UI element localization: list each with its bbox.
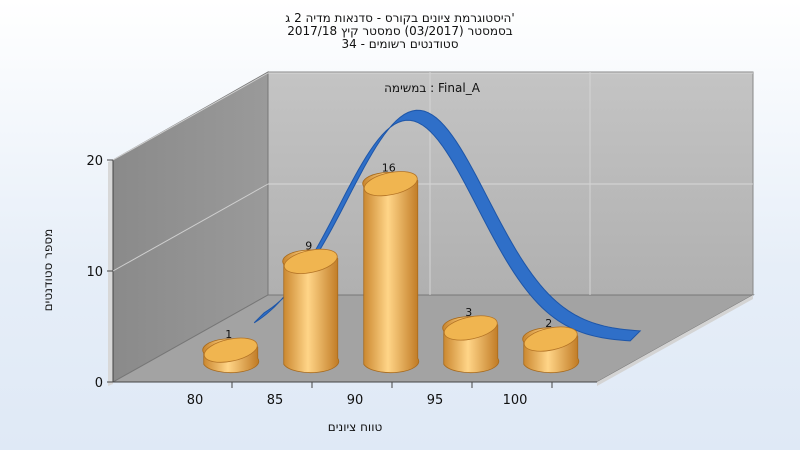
- distribution-curve: [253, 109, 642, 342]
- gridline: [112, 183, 269, 272]
- bar-body: [362, 171, 420, 374]
- x-tick-label: 80: [187, 393, 204, 408]
- gridline: [112, 72, 269, 161]
- y-tick-label: 0: [95, 376, 103, 391]
- bar-top: [283, 248, 338, 274]
- bar-top: [203, 337, 258, 363]
- bar-85: 9: [282, 239, 340, 374]
- bar-80: 1: [202, 328, 260, 374]
- x-axis-ticks: 80 85 90 95 100: [187, 382, 553, 408]
- y-tick-label: 10: [86, 265, 103, 280]
- bar-top: [523, 326, 578, 352]
- title-line-3: סטודנטים רשומים - 34: [341, 37, 458, 51]
- x-tick-label: 100: [503, 393, 528, 408]
- data-label: 16: [382, 162, 396, 175]
- title-line-2: בסמסטר (03/2017) סמסטר קיץ 2017/18: [287, 24, 513, 38]
- curve-ribbon: [253, 109, 642, 342]
- y-axis-ticks: 0 10 20: [86, 154, 113, 391]
- bars: 1 9 16 3 2: [202, 162, 580, 374]
- x-tick-label: 95: [427, 393, 444, 408]
- gridlines: [112, 72, 753, 295]
- data-label: 3: [465, 306, 472, 319]
- bar-90: 16: [362, 162, 420, 374]
- y-tick-label: 20: [86, 154, 103, 169]
- title-line-1: היסטוגרמת ציונים בקורס - סדנאות מדיה 2 ג…: [285, 11, 514, 25]
- annotation-label: במשימה : Final_A: [384, 81, 481, 95]
- chart-title: היסטוגרמת ציונים בקורס - סדנאות מדיה 2 ג…: [285, 11, 514, 51]
- bar-95: 3: [442, 306, 500, 374]
- bar-body: [282, 249, 340, 374]
- y-axis-label: מספר סטודנטים: [41, 229, 55, 312]
- bar-top: [363, 171, 418, 197]
- bar-top: [443, 315, 498, 341]
- wall-edge: [108, 160, 113, 386]
- data-label: 9: [305, 239, 312, 252]
- x-axis-label: טווח ציונים: [328, 420, 383, 434]
- floor-edge: [597, 295, 753, 386]
- data-label: 1: [225, 328, 232, 341]
- bar-100: 2: [522, 317, 580, 374]
- data-label: 2: [545, 317, 552, 330]
- x-tick-label: 85: [267, 393, 284, 408]
- x-tick-label: 90: [347, 393, 364, 408]
